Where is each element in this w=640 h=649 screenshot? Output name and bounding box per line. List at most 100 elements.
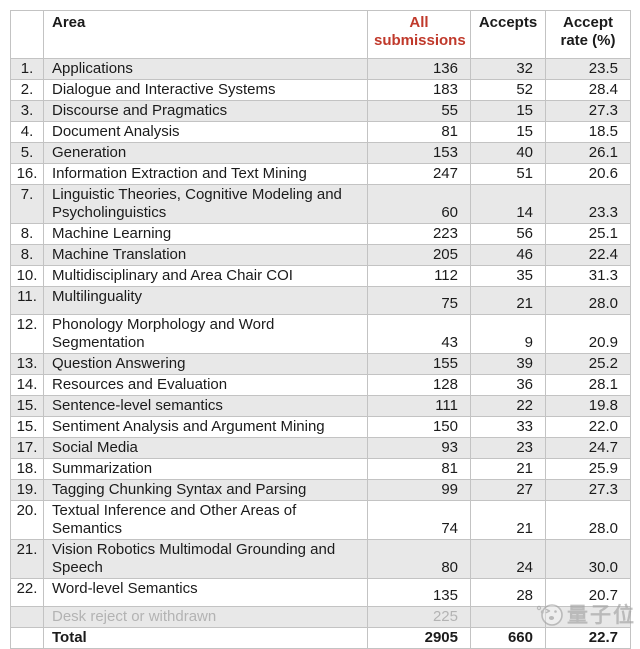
header-row: Area All submissions Accepts Accept rate… (10, 10, 631, 59)
cell-all-submissions: 155 (367, 353, 471, 375)
cell-area: Linguistic Theories, Cognitive Modeling … (43, 184, 368, 224)
table-row: 15. Sentence-level semantics 111 22 19.8 (10, 395, 631, 417)
cell-area: Discourse and Pragmatics (43, 100, 368, 122)
cell-area: Applications (43, 58, 368, 80)
cell-area: Document Analysis (43, 121, 368, 143)
cell-accept-rate: 18.5 (545, 121, 631, 143)
cell-area: Total (43, 627, 368, 649)
cell-accept-rate: 19.8 (545, 395, 631, 417)
cell-accepts: 660 (470, 627, 546, 649)
table-row: 13. Question Answering 155 39 25.2 (10, 353, 631, 375)
table-row: 8. Machine Translation 205 46 22.4 (10, 244, 631, 266)
cell-area: Word-level Semantics (43, 578, 368, 607)
table-row: 2. Dialogue and Interactive Systems 183 52 2… (10, 79, 631, 101)
cell-all-submissions: 183 (367, 79, 471, 101)
cell-accepts: 14 (470, 184, 546, 224)
cell-row-number: 18. (10, 458, 44, 480)
cell-accepts: 56 (470, 223, 546, 245)
cell-accepts: 21 (470, 500, 546, 540)
cell-accept-rate: 27.3 (545, 100, 631, 122)
desk-reject-row: Desk reject or withdrawn 225 (10, 606, 631, 628)
cell-all-submissions: 81 (367, 458, 471, 480)
header-all-submissions: All submissions (367, 10, 471, 59)
cell-accept-rate: 20.7 (545, 578, 631, 607)
table-row: 22. Word-level Semantics 135 28 20.7 (10, 578, 631, 607)
cell-accepts: 21 (470, 286, 546, 315)
cell-accepts: 51 (470, 163, 546, 185)
table-row: 11. Multilinguality 75 21 28.0 (10, 286, 631, 315)
table-row: 15. Sentiment Analysis and Argument Minin… (10, 416, 631, 438)
cell-accepts: 52 (470, 79, 546, 101)
cell-accepts: 32 (470, 58, 546, 80)
cell-area: Sentence-level semantics (43, 395, 368, 417)
cell-area: Vision Robotics Multimodal Grounding and… (43, 539, 368, 579)
table-row: 7. Linguistic Theories, Cognitive Modelin… (10, 184, 631, 224)
cell-accept-rate: 28.4 (545, 79, 631, 101)
cell-row-number: 12. (10, 314, 44, 354)
table-row: 21. Vision Robotics Multimodal Grounding … (10, 539, 631, 579)
cell-all-submissions: 60 (367, 184, 471, 224)
cell-accept-rate: 28.1 (545, 374, 631, 396)
header-area: Area (43, 10, 368, 59)
cell-accepts: 15 (470, 121, 546, 143)
cell-accept-rate: 23.5 (545, 58, 631, 80)
table-row: 10. Multidisciplinary and Area Chair COI 1… (10, 265, 631, 287)
cell-accepts: 21 (470, 458, 546, 480)
cell-area: Sentiment Analysis and Argument Mining (43, 416, 368, 438)
table-row: 20. Textual Inference and Other Areas of … (10, 500, 631, 540)
cell-row-number: 11. (10, 286, 44, 315)
cell-accept-rate: 30.0 (545, 539, 631, 579)
cell-accepts: 9 (470, 314, 546, 354)
cell-accepts (470, 606, 546, 628)
cell-row-number: 5. (10, 142, 44, 164)
table-row: 3. Discourse and Pragmatics 55 15 27.3 (10, 100, 631, 122)
cell-all-submissions: 80 (367, 539, 471, 579)
cell-row-number: 7. (10, 184, 44, 224)
cell-accept-rate: 25.1 (545, 223, 631, 245)
cell-row-number (10, 606, 44, 628)
cell-row-number: 10. (10, 265, 44, 287)
cell-all-submissions: 136 (367, 58, 471, 80)
cell-all-submissions: 112 (367, 265, 471, 287)
cell-area: Social Media (43, 437, 368, 459)
table-row: 14. Resources and Evaluation 128 36 28.1 (10, 374, 631, 396)
cell-area: Multidisciplinary and Area Chair COI (43, 265, 368, 287)
cell-all-submissions: 111 (367, 395, 471, 417)
cell-accepts: 39 (470, 353, 546, 375)
cell-area: Question Answering (43, 353, 368, 375)
cell-row-number: 22. (10, 578, 44, 607)
cell-all-submissions: 247 (367, 163, 471, 185)
cell-row-number: 21. (10, 539, 44, 579)
cell-accept-rate: 25.9 (545, 458, 631, 480)
table-row: 17. Social Media 93 23 24.7 (10, 437, 631, 459)
cell-area: Phonology Morphology and Word Segmentati… (43, 314, 368, 354)
cell-row-number: 2. (10, 79, 44, 101)
cell-accepts: 15 (470, 100, 546, 122)
header-row-number (10, 10, 44, 59)
cell-all-submissions: 135 (367, 578, 471, 607)
table-row: 18. Summarization 81 21 25.9 (10, 458, 631, 480)
cell-all-submissions: 153 (367, 142, 471, 164)
cell-accept-rate: 20.9 (545, 314, 631, 354)
cell-all-submissions: 75 (367, 286, 471, 315)
cell-accepts: 36 (470, 374, 546, 396)
cell-all-submissions: 81 (367, 121, 471, 143)
table-row: 1. Applications 136 32 23.5 (10, 58, 631, 80)
table-row: 12. Phonology Morphology and Word Segment… (10, 314, 631, 354)
cell-accept-rate: 28.0 (545, 286, 631, 315)
cell-area: Multilinguality (43, 286, 368, 315)
cell-area: Information Extraction and Text Mining (43, 163, 368, 185)
cell-accept-rate: 23.3 (545, 184, 631, 224)
cell-row-number: 4. (10, 121, 44, 143)
cell-row-number: 3. (10, 100, 44, 122)
cell-accept-rate: 22.7 (545, 627, 631, 649)
header-accept-rate: Accept rate (%) (545, 10, 631, 59)
cell-accepts: 46 (470, 244, 546, 266)
cell-row-number: 14. (10, 374, 44, 396)
cell-all-submissions: 205 (367, 244, 471, 266)
cell-accept-rate: 25.2 (545, 353, 631, 375)
cell-row-number: 1. (10, 58, 44, 80)
cell-all-submissions: 225 (367, 606, 471, 628)
cell-all-submissions: 74 (367, 500, 471, 540)
cell-accept-rate: 26.1 (545, 142, 631, 164)
